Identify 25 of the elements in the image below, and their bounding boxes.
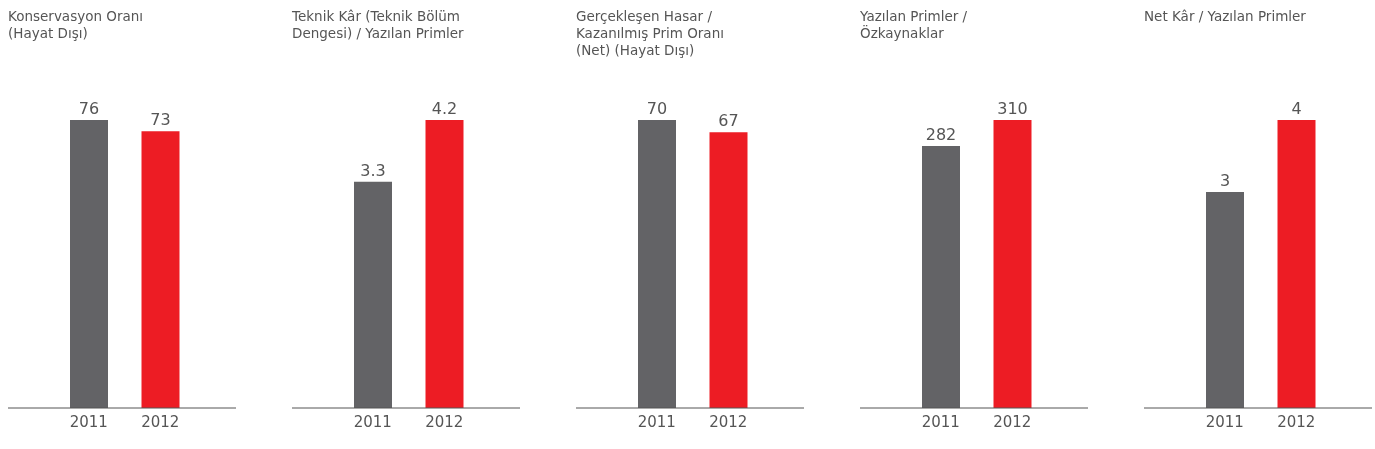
x-tick-label: 2012: [1277, 412, 1316, 431]
data-label: 4.2: [431, 99, 458, 118]
x-tick-label: 2011: [69, 412, 108, 431]
data-label: 3.3: [360, 160, 386, 180]
x-tick-label: 2012: [993, 412, 1032, 431]
chart-title: Konservasyon Oranı (Hayat Dışı): [8, 8, 145, 43]
data-label: 67: [718, 111, 739, 131]
data-label: 282: [925, 125, 957, 145]
x-tick-label: 2012: [709, 412, 748, 431]
x-tick-label: 2011: [1205, 412, 1244, 431]
x-tick-label: 2011: [637, 412, 676, 431]
data-label: 73: [150, 110, 171, 130]
x-tick-label: 2011: [921, 412, 960, 431]
data-label: 76: [78, 99, 100, 118]
data-label: 3: [1219, 171, 1231, 190]
chart-title: Yazılan Primler / Özkaynaklar: [860, 8, 969, 43]
data-label: 310: [997, 99, 1028, 118]
chart-title: Net Kâr / Yazılan Primler: [1144, 8, 1307, 26]
data-label: 70: [646, 99, 668, 118]
x-tick-label: 2011: [353, 412, 392, 431]
data-label: 4: [1291, 99, 1302, 118]
chart-title: Gerçekleşen Hasar / Kazanılmış Prim Oranı (Net) (Hayat Dışı): [576, 8, 725, 60]
chart-title: Teknik Kâr (Teknik Bölüm Dengesi) / Yazılan Primler: [292, 8, 465, 43]
x-tick-label: 2012: [425, 412, 464, 431]
x-tick-label: 2012: [141, 412, 180, 431]
